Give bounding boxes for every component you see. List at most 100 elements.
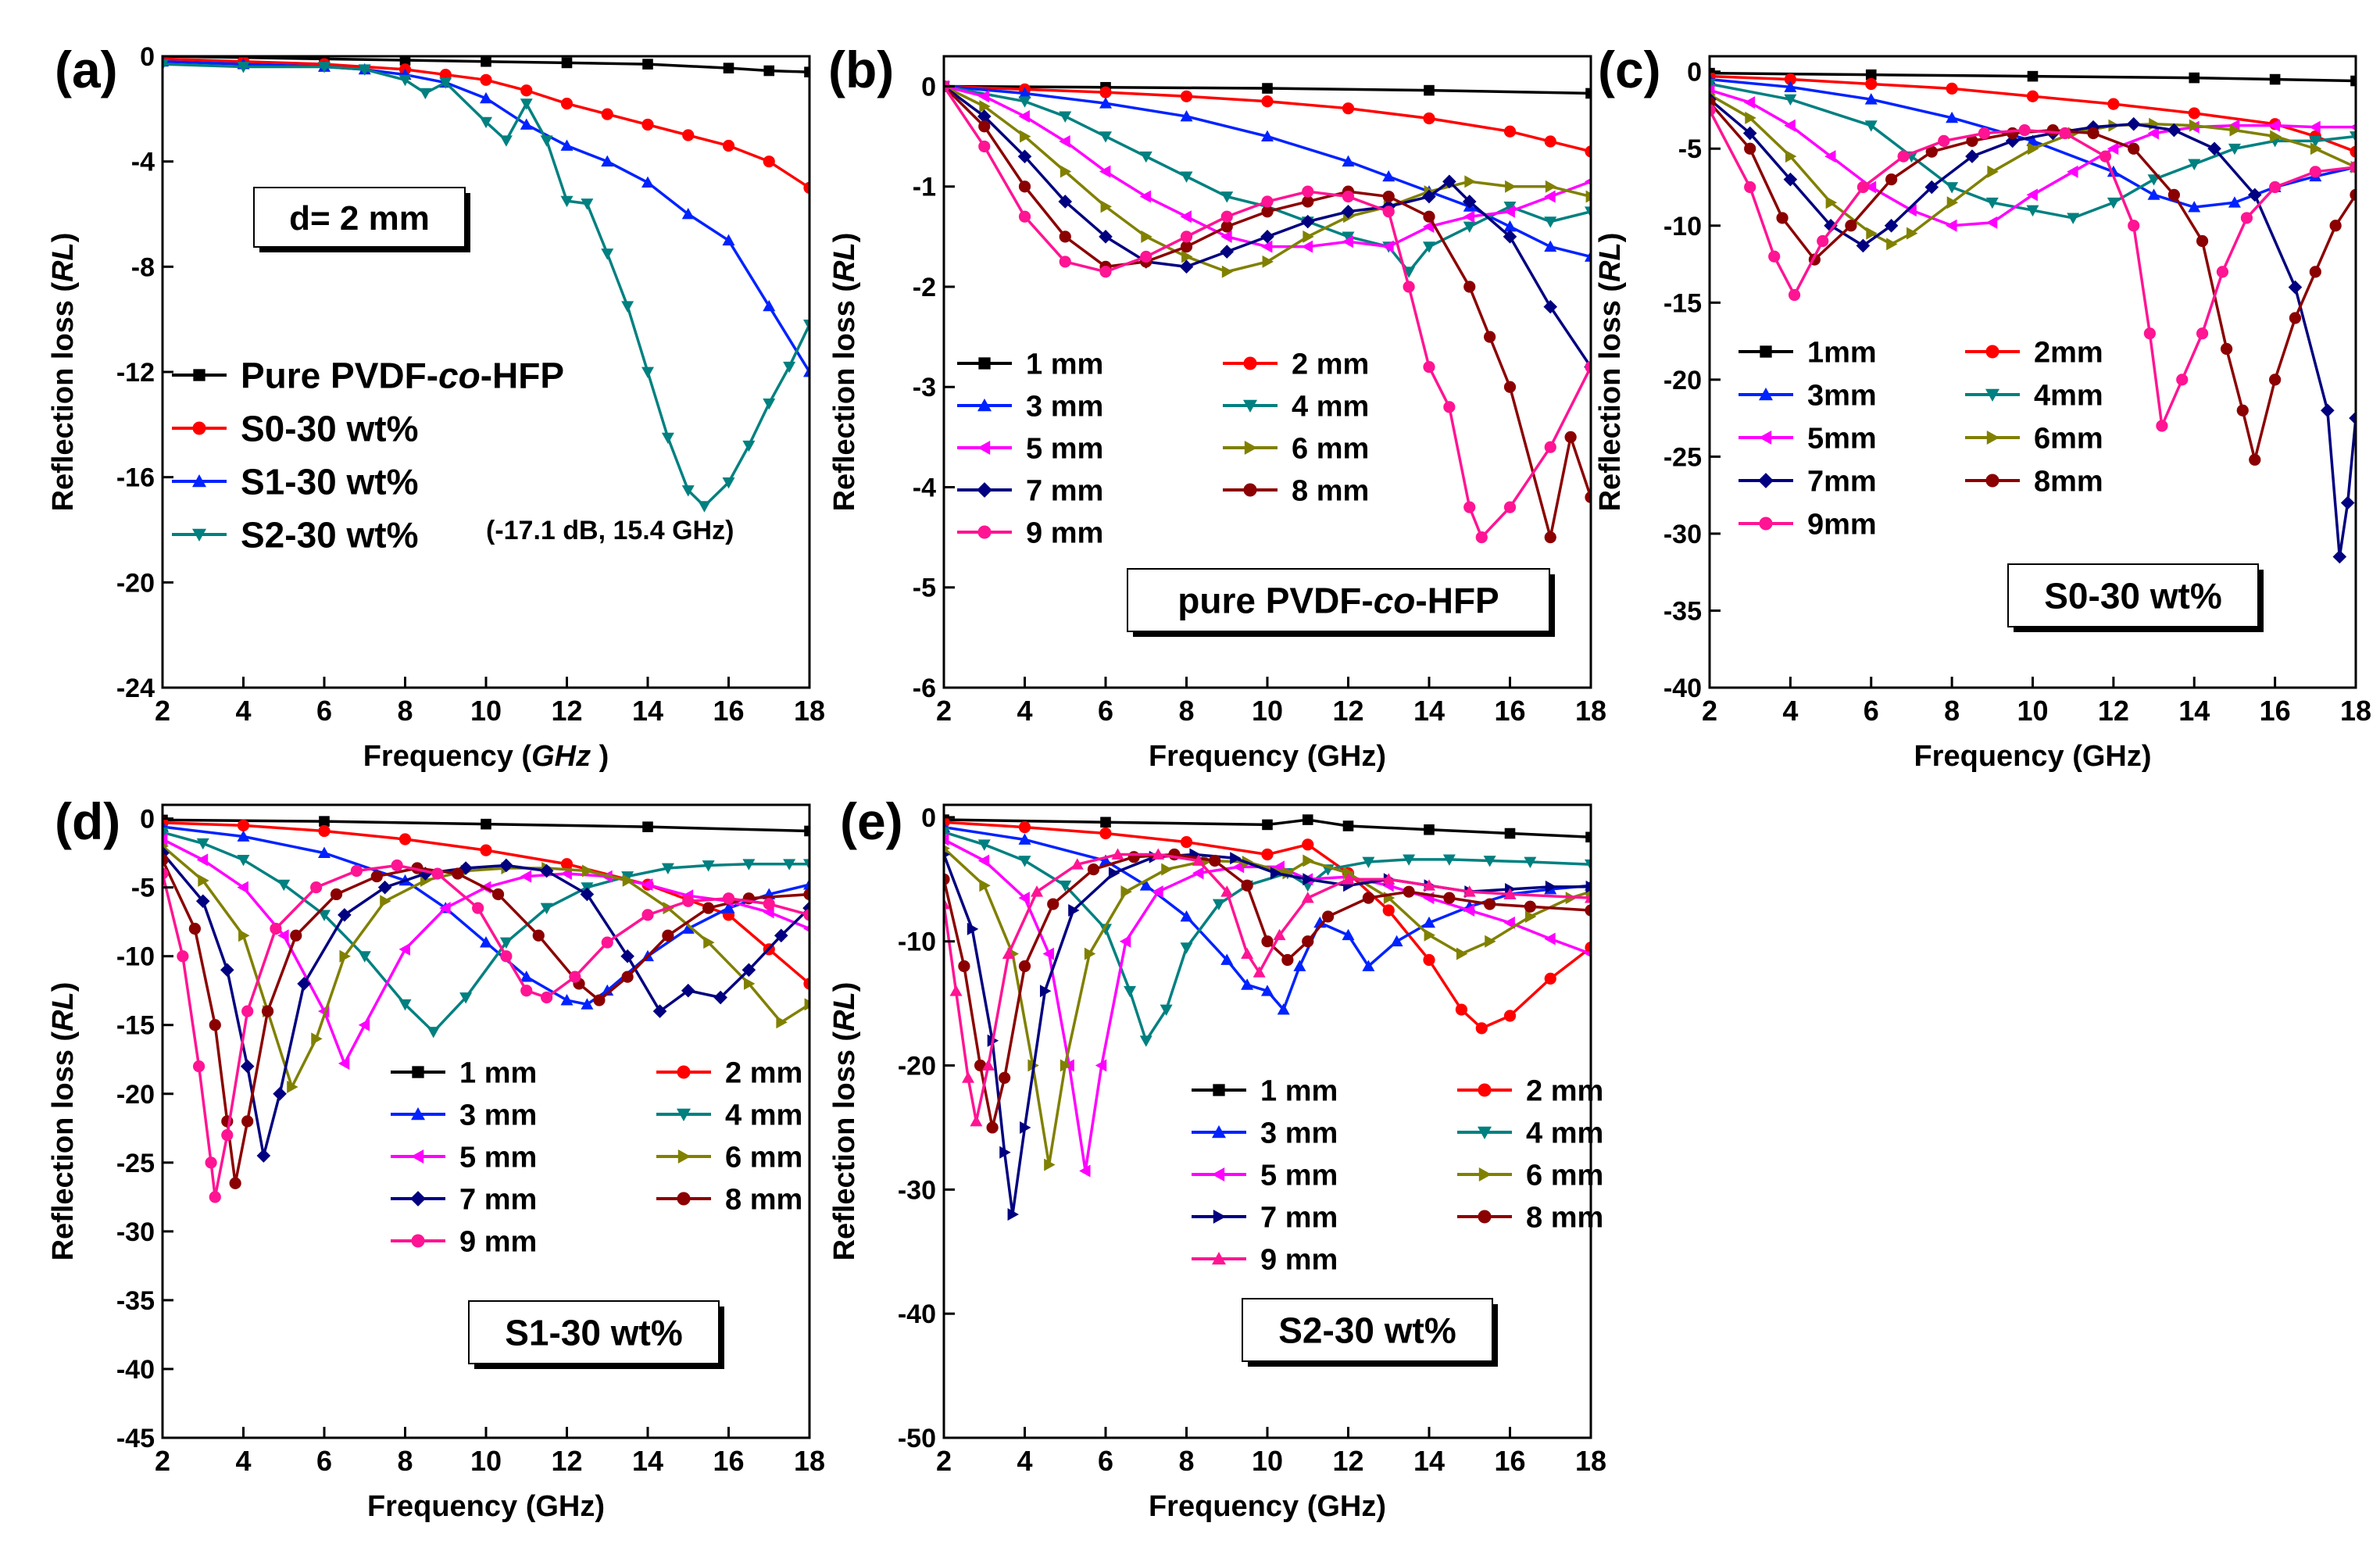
- data-point: [2018, 123, 2031, 137]
- data-point: [1160, 1004, 1173, 1017]
- data-point: [1220, 245, 1235, 259]
- series-line: [163, 57, 809, 189]
- data-point: [560, 858, 574, 870]
- legend-item: 5 mm: [391, 1142, 537, 1174]
- data-point: [2059, 127, 2071, 140]
- data-point: [1484, 898, 1496, 910]
- legend-swatch-marker: [677, 1108, 691, 1121]
- legend-label: 2 mm: [725, 1057, 802, 1090]
- data-point: [1544, 216, 1557, 228]
- data-point: [1483, 856, 1496, 867]
- data-point: [1503, 201, 1517, 213]
- series-s2-30-wt-: [163, 59, 809, 513]
- data-point: [1503, 125, 1517, 138]
- data-point: [1220, 230, 1232, 243]
- data-point: [297, 977, 311, 991]
- data-point: [1946, 196, 1959, 209]
- data-point: [1018, 109, 1030, 123]
- series-line: [1710, 98, 2356, 559]
- panel-label: (b): [828, 41, 894, 98]
- data-point: [1342, 102, 1355, 115]
- data-point: [2176, 374, 2189, 386]
- series-line: [944, 831, 1591, 1042]
- data-point: [2268, 119, 2281, 132]
- x-tick-label: 10: [470, 1445, 502, 1477]
- legend-item: 3 mm: [957, 391, 1103, 424]
- data-point: [1044, 1158, 1056, 1171]
- data-point: [1784, 94, 1797, 106]
- y-tick-label: -20: [1663, 366, 1702, 395]
- data-point: [1221, 265, 1234, 278]
- data-point: [480, 91, 492, 104]
- data-point: [2288, 280, 2303, 295]
- data-point: [2269, 73, 2281, 85]
- data-point: [763, 156, 775, 168]
- label-box: [1242, 1298, 1493, 1362]
- data-point: [391, 859, 403, 872]
- legend-swatch-marker: [1478, 1083, 1492, 1097]
- data-point: [370, 870, 383, 883]
- data-point: [1965, 149, 1979, 163]
- data-point: [2107, 98, 2120, 110]
- data-point: [1424, 928, 1435, 942]
- data-point: [803, 888, 809, 901]
- data-point: [358, 1018, 370, 1031]
- data-point: [681, 922, 695, 934]
- data-point: [1463, 210, 1475, 223]
- series-9mm: [1710, 104, 2356, 432]
- series-line: [1710, 74, 2356, 153]
- legend-item: 3 mm: [391, 1099, 537, 1132]
- data-point: [1544, 441, 1556, 453]
- data-point: [358, 64, 371, 76]
- legend-item: 6 mm: [1457, 1160, 1603, 1192]
- y-tick-label: -4: [131, 148, 155, 177]
- panel-label: (c): [1598, 41, 1661, 98]
- data-point: [1273, 860, 1285, 874]
- data-point: [620, 949, 634, 963]
- data-point: [783, 361, 796, 374]
- data-point: [803, 925, 809, 932]
- series-line: [944, 84, 1591, 153]
- data-point: [944, 833, 949, 846]
- data-point: [1020, 1121, 1031, 1134]
- y-tick-label: 0: [140, 42, 155, 72]
- x-tick-label: 16: [1494, 1445, 1525, 1477]
- data-point: [2309, 266, 2321, 278]
- x-tick-label: 16: [1494, 695, 1525, 727]
- data-point: [1099, 165, 1111, 178]
- y-tick-label: -30: [116, 1217, 155, 1247]
- data-point: [803, 859, 809, 870]
- annotation: (-17.1 dB, 15.4 GHz): [486, 516, 734, 545]
- data-point: [742, 963, 756, 978]
- data-point: [1139, 190, 1152, 203]
- data-point: [1018, 960, 1031, 973]
- data-point: [1139, 879, 1152, 891]
- data-point: [2350, 161, 2356, 173]
- data-point: [1180, 171, 1193, 183]
- data-point: [163, 59, 169, 71]
- series-8-mm: [163, 853, 809, 1189]
- data-point: [1442, 174, 1456, 189]
- data-point: [439, 77, 452, 89]
- label-box-text: S0-30 wt%: [2044, 576, 2222, 617]
- data-point: [2128, 142, 2140, 155]
- data-point: [1423, 879, 1435, 891]
- data-point: [1382, 206, 1395, 218]
- data-point: [2026, 134, 2039, 146]
- data-point: [2221, 342, 2233, 356]
- data-point: [944, 827, 950, 838]
- data-point: [1856, 238, 1871, 253]
- legend-label: 5 mm: [1026, 433, 1103, 466]
- data-point: [1382, 240, 1394, 253]
- data-point: [1180, 942, 1193, 954]
- data-point: [1382, 904, 1395, 917]
- data-point: [2196, 327, 2209, 340]
- data-point: [1139, 151, 1152, 163]
- legend-item: 8 mm: [656, 1184, 802, 1217]
- data-point: [2309, 135, 2322, 148]
- x-axis-label: Frequency (GHz ): [363, 740, 609, 773]
- data-point: [338, 908, 352, 922]
- data-point: [949, 985, 963, 996]
- legend-swatch-marker: [978, 357, 991, 370]
- data-point: [1966, 134, 1978, 147]
